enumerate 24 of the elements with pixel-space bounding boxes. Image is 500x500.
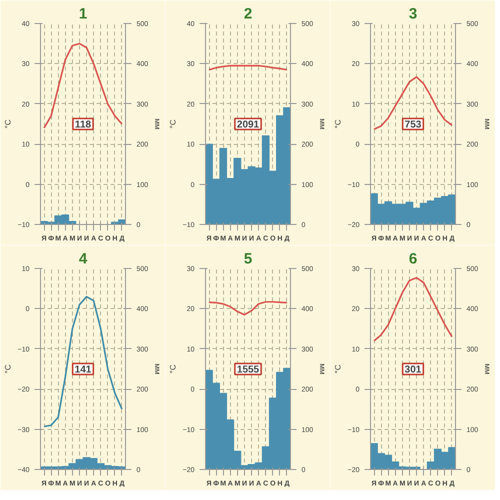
y-axis-title: °C <box>168 119 178 128</box>
annotation: 118 <box>74 120 92 130</box>
annotation: 2091 <box>236 120 260 130</box>
chart-title: 5 <box>244 250 252 268</box>
y-axis-title: °C <box>334 364 343 374</box>
y2-axis-title: мм <box>153 364 162 374</box>
annotation: 753 <box>404 120 422 130</box>
chart-title: 1 <box>78 6 88 22</box>
annotation: 1555 <box>236 364 260 376</box>
y-axis-title: °C <box>4 364 13 374</box>
y2-axis-title: мм <box>483 118 492 130</box>
y2-axis-title: мм <box>318 118 328 130</box>
annotation: 301 <box>404 364 422 376</box>
y-axis-title: °C <box>4 119 13 128</box>
y2-axis-title: мм <box>153 118 162 130</box>
y-axis-title: °C <box>334 119 343 128</box>
y2-axis-title: мм <box>318 364 328 374</box>
annotation: 141 <box>74 364 92 376</box>
chart-title: 2 <box>244 6 252 22</box>
y-axis-title: °C <box>168 364 178 374</box>
chart-title: 6 <box>408 250 418 268</box>
chart-title: 3 <box>408 6 418 22</box>
chart-title: 4 <box>78 250 88 268</box>
y2-axis-title: мм <box>483 364 492 374</box>
